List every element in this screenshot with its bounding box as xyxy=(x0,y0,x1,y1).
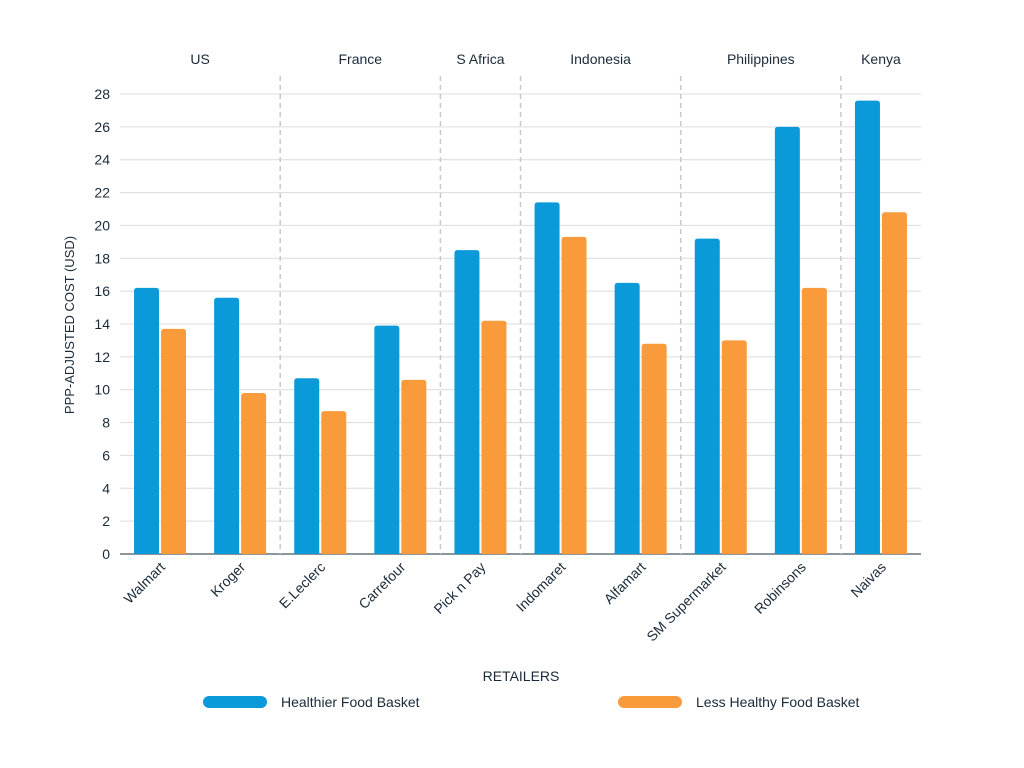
country-separators xyxy=(279,76,842,554)
legend-swatch-healthier xyxy=(203,696,267,708)
y-tick-label: 2 xyxy=(102,513,110,529)
bar-less-healthy xyxy=(801,287,827,554)
bar-healthier xyxy=(694,238,720,555)
x-tick-label: Naivas xyxy=(847,559,889,601)
legend-item-healthier: Healthier Food Basket xyxy=(203,690,420,714)
country-label: France xyxy=(339,51,383,67)
legend-swatch-less-healthy xyxy=(618,696,682,708)
x-tick-label: Carrefour xyxy=(355,559,408,612)
bar-healthier xyxy=(614,282,640,554)
bar-less-healthy xyxy=(241,393,267,554)
country-label: US xyxy=(190,51,209,67)
x-tick-label: Kroger xyxy=(207,559,248,600)
x-tick-label: E.Leclerc xyxy=(276,559,329,612)
x-tick-label: SM Supermarket xyxy=(643,559,729,645)
bar-less-healthy xyxy=(401,379,427,554)
y-tick-label: 12 xyxy=(94,349,110,365)
x-tick-label: Alfamart xyxy=(601,559,649,607)
bar-less-healthy xyxy=(561,236,587,554)
y-tick-label: 10 xyxy=(94,382,110,398)
bar-healthier xyxy=(374,325,400,554)
y-tick-label: 26 xyxy=(94,119,110,135)
y-tick-label: 4 xyxy=(102,480,110,496)
legend-item-less-healthy: Less Healthy Food Basket xyxy=(618,690,859,714)
x-tick-labels: Walmart Kroger E.Leclerc Carrefour Pick n Pa… xyxy=(120,559,889,645)
x-axis-label: RETAILERS xyxy=(483,668,560,684)
y-tick-label: 24 xyxy=(94,152,110,168)
x-tick-label: Pick n Pay xyxy=(430,559,488,617)
country-label: Kenya xyxy=(861,51,901,67)
country-label: Indonesia xyxy=(570,51,631,67)
bar-less-healthy xyxy=(641,343,667,554)
y-tick-label: 14 xyxy=(94,316,110,332)
x-tick-label: Indomaret xyxy=(513,559,569,615)
country-label: S Africa xyxy=(456,51,504,67)
y-tick-label: 16 xyxy=(94,283,110,299)
bar-healthier xyxy=(294,378,320,554)
bar-less-healthy xyxy=(721,340,747,554)
y-tick-label: 0 xyxy=(102,546,110,562)
y-tick-label: 20 xyxy=(94,217,110,233)
bar-healthier xyxy=(854,100,880,555)
legend-label-less-healthy: Less Healthy Food Basket xyxy=(696,694,860,710)
y-tick-label: 6 xyxy=(102,447,110,463)
y-tick-label: 22 xyxy=(94,185,110,201)
y-tick-label: 8 xyxy=(102,415,110,431)
bar-less-healthy xyxy=(481,320,507,554)
y-tick-label: 18 xyxy=(94,250,110,266)
x-tick-label: Robinsons xyxy=(751,559,809,617)
y-axis-label: PPP-ADJUSTED COST (USD) xyxy=(62,236,77,414)
bar-healthier xyxy=(134,287,160,554)
y-tick-label: 28 xyxy=(94,86,110,102)
bar-less-healthy xyxy=(321,411,347,554)
x-tick-label: Walmart xyxy=(120,559,168,607)
bar-healthier xyxy=(534,202,560,554)
bars xyxy=(134,100,907,555)
bar-healthier xyxy=(214,297,240,554)
bar-less-healthy xyxy=(881,212,907,555)
bar-healthier xyxy=(774,126,800,554)
legend-label-healthier: Healthier Food Basket xyxy=(281,694,420,710)
country-label: Philippines xyxy=(727,51,795,67)
country-labels: US France S Africa Indonesia Philippines Keny… xyxy=(190,51,901,67)
bar-less-healthy xyxy=(161,328,187,554)
bar-healthier xyxy=(454,250,480,555)
